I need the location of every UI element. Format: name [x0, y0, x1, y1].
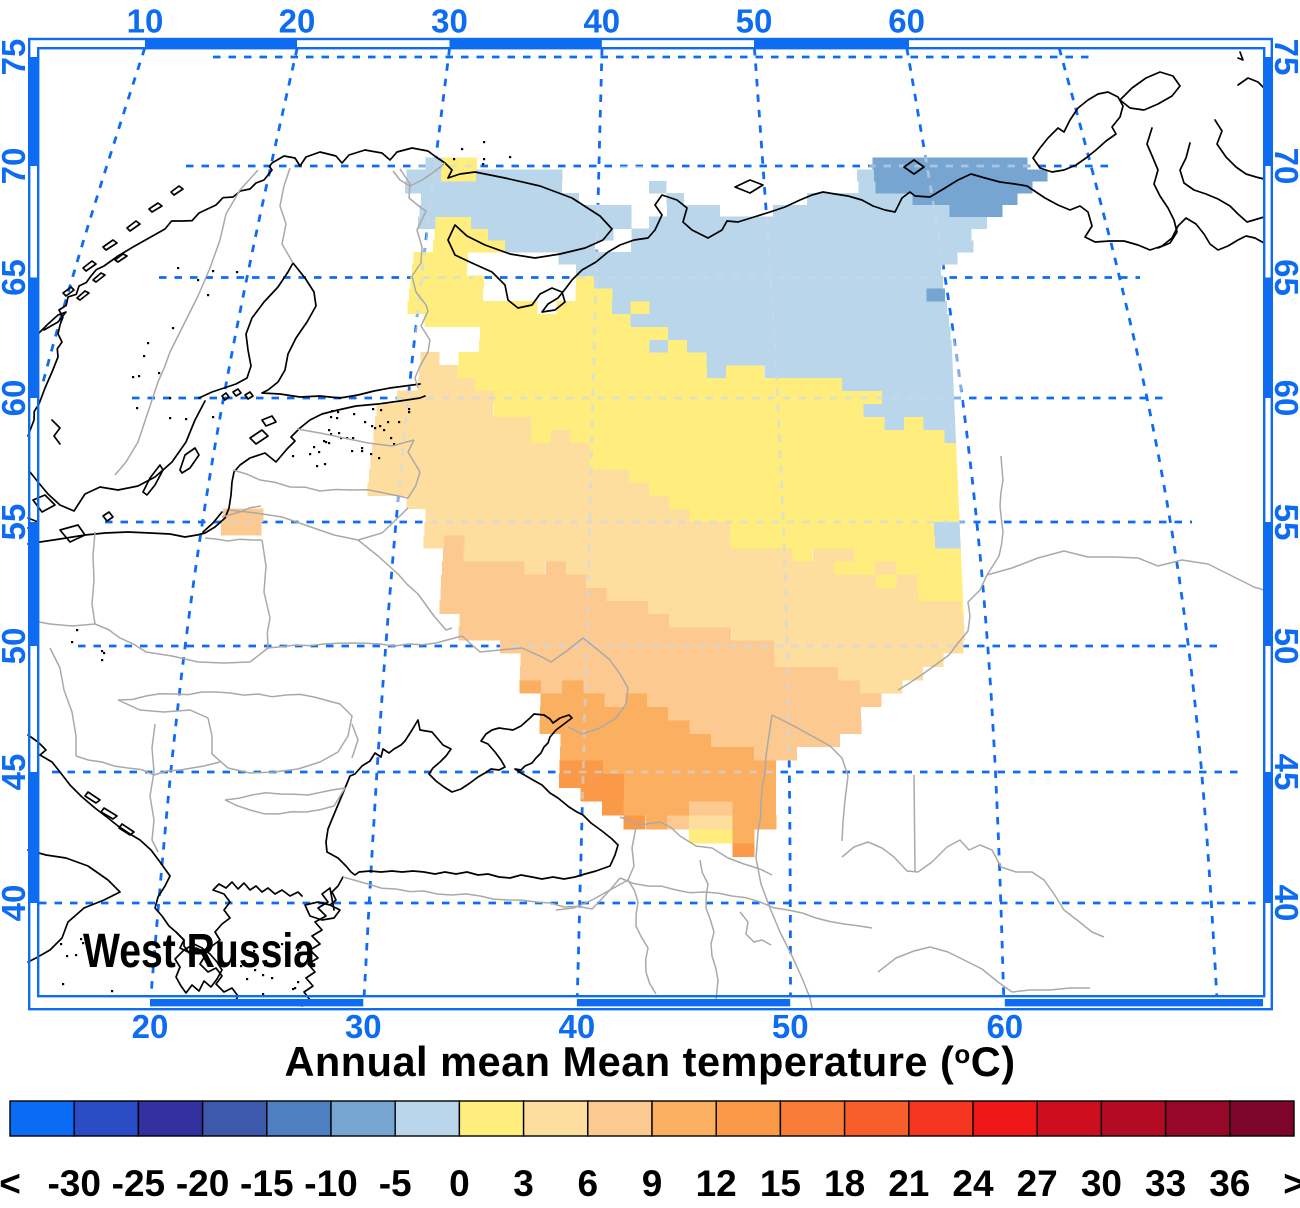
- svg-text:65: 65: [1268, 259, 1300, 296]
- svg-text:12: 12: [696, 1163, 737, 1204]
- svg-text:45: 45: [0, 754, 32, 791]
- svg-text:50: 50: [736, 3, 773, 40]
- svg-text:-30: -30: [47, 1163, 100, 1204]
- svg-text:55: 55: [1268, 504, 1300, 541]
- svg-text:65: 65: [0, 259, 32, 296]
- svg-text:27: 27: [1017, 1163, 1058, 1204]
- svg-text:30: 30: [431, 3, 468, 40]
- svg-text:60: 60: [0, 380, 32, 417]
- svg-text:0: 0: [449, 1163, 470, 1204]
- svg-text:40: 40: [0, 885, 32, 922]
- svg-text:>: >: [1283, 1163, 1300, 1204]
- svg-text:18: 18: [824, 1163, 865, 1204]
- svg-text:60: 60: [986, 1008, 1023, 1045]
- svg-text:40: 40: [583, 3, 620, 40]
- svg-text:20: 20: [132, 1008, 169, 1045]
- svg-text:15: 15: [760, 1163, 801, 1204]
- svg-text:50: 50: [772, 1008, 809, 1045]
- svg-text:-5: -5: [379, 1163, 412, 1204]
- svg-text:Annual mean Mean temperature (: Annual mean Mean temperature (oC): [284, 1038, 1015, 1085]
- svg-text:75: 75: [1268, 39, 1300, 76]
- svg-text:60: 60: [1268, 380, 1300, 417]
- svg-text:55: 55: [0, 504, 32, 541]
- svg-text:21: 21: [888, 1163, 929, 1204]
- svg-text:24: 24: [952, 1163, 994, 1204]
- svg-text:40: 40: [1268, 885, 1300, 922]
- svg-text:20: 20: [279, 3, 316, 40]
- svg-text:-20: -20: [176, 1163, 229, 1204]
- svg-text:30: 30: [345, 1008, 382, 1045]
- svg-text:36: 36: [1209, 1163, 1250, 1204]
- svg-text:-25: -25: [112, 1163, 165, 1204]
- svg-text:30: 30: [1081, 1163, 1122, 1204]
- svg-text:-10: -10: [304, 1163, 357, 1204]
- svg-text:50: 50: [1268, 628, 1300, 665]
- svg-text:6: 6: [578, 1163, 599, 1204]
- svg-text:70: 70: [0, 148, 32, 185]
- svg-text:45: 45: [1268, 754, 1300, 791]
- svg-text:<: <: [0, 1163, 21, 1204]
- svg-text:33: 33: [1145, 1163, 1186, 1204]
- svg-text:3: 3: [513, 1163, 534, 1204]
- svg-text:50: 50: [0, 628, 32, 665]
- svg-text:40: 40: [559, 1008, 596, 1045]
- svg-text:10: 10: [127, 3, 164, 40]
- svg-text:60: 60: [888, 3, 925, 40]
- svg-text:9: 9: [642, 1163, 663, 1204]
- svg-text:West Russia: West Russia: [83, 925, 315, 978]
- svg-text:-15: -15: [240, 1163, 293, 1204]
- svg-text:75: 75: [0, 39, 32, 76]
- svg-text:70: 70: [1268, 148, 1300, 185]
